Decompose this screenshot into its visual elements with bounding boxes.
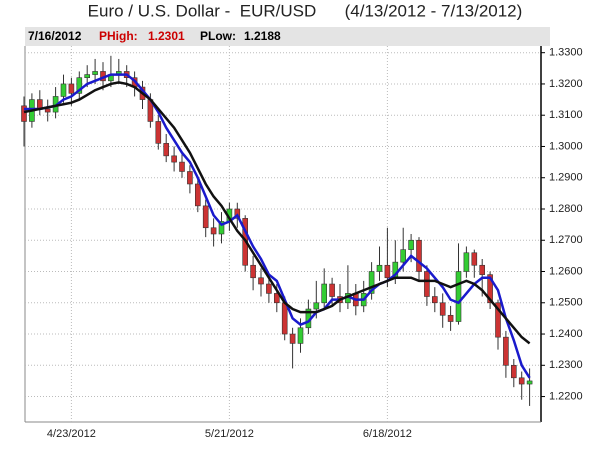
candle-body — [447, 314, 454, 322]
candle-body — [44, 108, 51, 113]
candle-body — [503, 336, 509, 366]
y-tick-label: 1.3000 — [549, 140, 583, 152]
candle-body — [68, 83, 75, 94]
candle-body — [187, 171, 193, 185]
candle-body — [218, 221, 225, 235]
header-low-label: PLow: — [200, 29, 236, 43]
candle-body — [266, 283, 272, 294]
candle-body — [60, 83, 67, 97]
candle-body — [297, 327, 304, 344]
y-tick-label: 1.3200 — [549, 78, 583, 90]
candle-body — [281, 302, 288, 335]
candle-body — [510, 364, 517, 379]
candle-body — [439, 302, 446, 316]
candle-body — [250, 264, 256, 279]
header-bar — [25, 27, 550, 46]
candle-body — [21, 105, 27, 122]
y-tick-label: 1.2900 — [549, 172, 583, 184]
candle-body — [376, 264, 383, 272]
header-date: 7/16/2012 — [28, 29, 82, 43]
y-tick-label: 1.3100 — [549, 109, 583, 121]
candle-body — [163, 143, 169, 157]
candle-body — [487, 274, 493, 304]
candle-body — [289, 333, 296, 344]
candle-body — [179, 161, 185, 172]
candle-body — [171, 155, 177, 163]
candle-body — [210, 227, 217, 235]
candle-body — [479, 264, 486, 275]
x-tick-label: 4/23/2012 — [47, 428, 96, 440]
y-tick-label: 1.2200 — [549, 390, 583, 402]
candle-body — [455, 271, 462, 322]
y-tick-label: 1.2700 — [549, 234, 583, 246]
candle-body — [321, 283, 328, 304]
candle-body — [495, 302, 501, 338]
candle-body — [368, 271, 375, 294]
chart-title: Euro / U.S. Dollar - EUR/USD (4/13/2012 … — [88, 1, 523, 20]
candle-body — [424, 271, 430, 297]
y-tick-label: 1.2300 — [549, 359, 583, 371]
candle-body — [195, 183, 201, 207]
candle-body — [416, 239, 422, 272]
candle-body — [155, 121, 162, 144]
candle-body — [408, 239, 414, 250]
y-tick-label: 1.2500 — [549, 297, 583, 309]
moving-average — [24, 73, 531, 379]
candle-body — [202, 205, 209, 229]
candle-body — [92, 71, 98, 75]
moving-average — [23, 81, 531, 345]
candle-body — [273, 293, 280, 304]
candle-body — [384, 264, 391, 279]
candle-body — [526, 380, 533, 385]
candle-body — [84, 74, 90, 78]
candle-body — [313, 302, 320, 310]
candle-body — [258, 277, 264, 285]
candle-body — [400, 249, 407, 263]
y-tick-label: 1.2800 — [549, 203, 583, 215]
y-tick-label: 1.2600 — [549, 265, 583, 277]
y-tick-label: 1.3300 — [549, 47, 583, 59]
candle-body — [329, 283, 335, 297]
header-high-label: PHigh: — [99, 29, 138, 43]
candle-body — [471, 252, 478, 266]
x-tick-label: 6/18/2012 — [363, 428, 412, 440]
y-tick-label: 1.2400 — [549, 328, 583, 340]
candle-body — [431, 296, 438, 304]
candle-body — [76, 77, 83, 94]
header-high: 1.2301 — [148, 29, 185, 43]
header-low: 1.2188 — [244, 29, 281, 43]
candle-body — [518, 377, 525, 385]
candle-body — [463, 252, 470, 272]
x-tick-label: 5/21/2012 — [205, 428, 254, 440]
